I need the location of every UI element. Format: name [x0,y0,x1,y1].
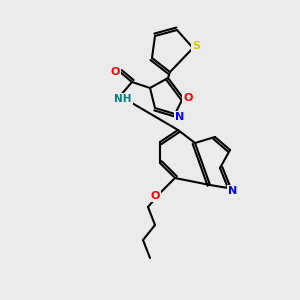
Text: O: O [110,67,120,77]
Text: O: O [150,191,160,201]
Text: N: N [228,186,238,196]
Text: O: O [183,93,193,103]
Text: S: S [192,41,200,51]
Text: NH: NH [114,94,132,104]
Text: N: N [176,112,184,122]
